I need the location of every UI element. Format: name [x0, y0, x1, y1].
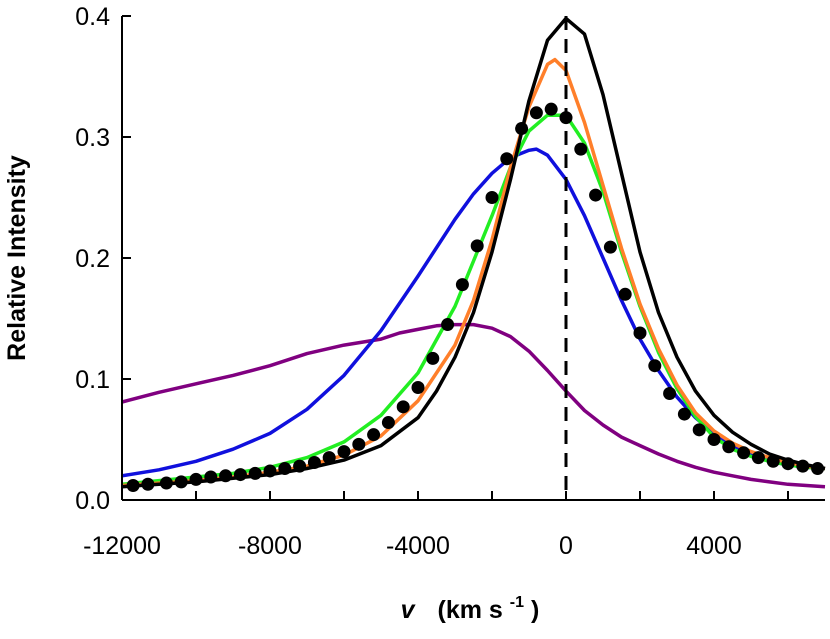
- data-point: [515, 122, 529, 136]
- data-point: [426, 351, 440, 365]
- data-point: [278, 462, 292, 476]
- y-tick-label: 0.2: [75, 245, 110, 273]
- data-point: [126, 478, 140, 492]
- data-point: [189, 472, 203, 486]
- data-point: [307, 455, 321, 469]
- labels-layer: 0.0 0.1 0.2 0.3 0.4 -12000 -8000 -4000 0 4000: [75, 3, 742, 560]
- data-point: [485, 191, 499, 204]
- data-point: [633, 326, 647, 340]
- data-point: [455, 278, 469, 292]
- data-point: [248, 466, 262, 480]
- data-point: [322, 451, 336, 465]
- y-tick-label: 0.4: [75, 3, 110, 31]
- data-point: [707, 433, 721, 446]
- data-point: [367, 428, 381, 442]
- y-axis-title: Relative Intensity: [3, 155, 31, 361]
- axes-layer: [121, 15, 825, 501]
- data-point: [337, 445, 351, 459]
- data-point: [396, 400, 410, 414]
- data-point: [737, 446, 751, 460]
- data-point: [263, 464, 277, 478]
- data-point: [663, 387, 677, 401]
- data-point: [751, 451, 765, 465]
- data-point: [766, 454, 780, 468]
- data-point: [544, 102, 558, 116]
- data-point: [411, 380, 425, 394]
- x-axis-title: v (km s -1 ): [401, 585, 540, 624]
- data-point: [293, 459, 307, 473]
- data-point: [441, 318, 455, 332]
- data-point: [603, 240, 617, 254]
- data-point: [233, 468, 247, 482]
- x-tick-label: 4000: [686, 532, 742, 560]
- x-tick-label: -8000: [238, 532, 302, 560]
- data-point: [352, 437, 366, 451]
- data-point: [470, 239, 484, 253]
- data-point: [648, 359, 662, 373]
- data-point: [529, 106, 543, 120]
- x-tick-label: 0: [559, 532, 573, 560]
- data-point: [692, 423, 706, 437]
- series-black-line: [121, 16, 826, 489]
- y-tick-label: 0.1: [75, 366, 110, 394]
- x-axis-unit-exponent: -1: [510, 594, 524, 611]
- x-axis-symbol: v: [401, 596, 417, 624]
- data-point: [796, 459, 810, 473]
- data-point: [219, 469, 233, 483]
- series-layer: [121, 16, 826, 492]
- x-tick-label: -4000: [386, 532, 450, 560]
- x-tick-label: -12000: [83, 532, 161, 560]
- data-point: [811, 462, 825, 476]
- data-point: [722, 440, 736, 454]
- data-point: [141, 477, 155, 491]
- data-point: [500, 152, 514, 166]
- y-tick-label: 0.0: [75, 487, 110, 515]
- data-point: [381, 416, 395, 430]
- data-point: [204, 470, 218, 484]
- data-point: [574, 142, 588, 156]
- data-point: [589, 188, 603, 202]
- data-point: [677, 407, 691, 421]
- data-point: [781, 457, 795, 471]
- x-axis-unit-prefix: (km s: [438, 596, 503, 624]
- series-purple-line: [121, 322, 826, 489]
- y-tick-label: 0.3: [75, 124, 110, 152]
- data-point: [618, 287, 632, 301]
- data-point: [174, 475, 188, 489]
- data-point: [159, 476, 173, 490]
- x-axis-unit-suffix: ): [531, 596, 539, 624]
